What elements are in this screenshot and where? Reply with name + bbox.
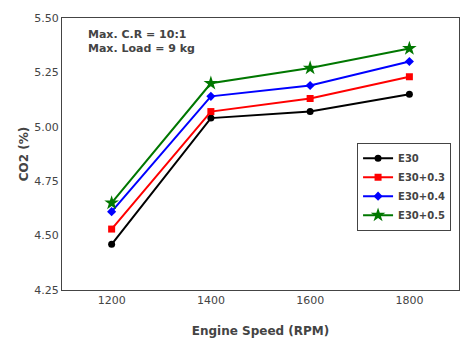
svg-text:CO2 (%): CO2 (%): [17, 127, 31, 182]
svg-text:4.25: 4.25: [34, 284, 59, 297]
svg-text:Engine Speed (RPM): Engine Speed (RPM): [192, 324, 330, 338]
svg-text:1200: 1200: [98, 294, 126, 307]
svg-text:5.25: 5.25: [34, 66, 59, 79]
svg-text:1800: 1800: [395, 294, 423, 307]
svg-text:4.75: 4.75: [34, 175, 59, 188]
svg-text:5.50: 5.50: [34, 12, 59, 25]
svg-text:4.50: 4.50: [34, 229, 59, 242]
svg-text:Max. C.R = 10:1Max. Load = 9 k: Max. C.R = 10:1Max. Load = 9 kg: [88, 28, 195, 55]
svg-text:5.00: 5.00: [34, 121, 59, 134]
svg-text:E30+0.5: E30+0.5: [398, 210, 445, 221]
svg-text:E30: E30: [398, 153, 419, 164]
svg-text:E30+0.4: E30+0.4: [398, 191, 445, 202]
svg-text:1600: 1600: [296, 294, 324, 307]
svg-text:E30+0.3: E30+0.3: [398, 172, 445, 183]
svg-text:1400: 1400: [197, 294, 225, 307]
